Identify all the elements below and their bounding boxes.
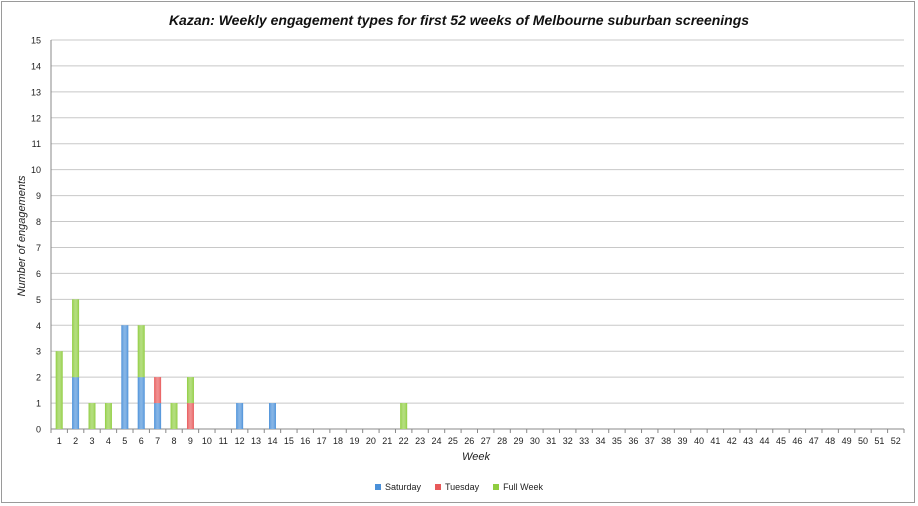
- x-tick-label-42: 42: [727, 436, 737, 446]
- bar-shade-full-week-week-9: [186, 377, 194, 404]
- x-tick-label-47: 47: [809, 436, 819, 446]
- x-tick-label-13: 13: [251, 436, 261, 446]
- x-tick-label-25: 25: [448, 436, 458, 446]
- x-tick-label-16: 16: [300, 436, 310, 446]
- x-tick-label-46: 46: [792, 436, 802, 446]
- x-tick-label-3: 3: [90, 436, 95, 446]
- bar-shade-saturday-week-14: [269, 403, 276, 429]
- y-tick-label-7: 7: [36, 243, 41, 253]
- x-tick-label-26: 26: [464, 436, 474, 446]
- x-tick-label-18: 18: [333, 436, 343, 446]
- y-tick-label-12: 12: [31, 113, 41, 123]
- x-tick-label-4: 4: [106, 436, 111, 446]
- y-tick-label-1: 1: [36, 399, 41, 409]
- x-tick-label-23: 23: [415, 436, 425, 446]
- x-tick-label-24: 24: [431, 436, 441, 446]
- x-tick-label-9: 9: [188, 436, 193, 446]
- chart-title: Kazan: Weekly engagement types for first…: [168, 12, 750, 28]
- x-tick-label-49: 49: [842, 436, 852, 446]
- x-tick-label-5: 5: [122, 436, 127, 446]
- bar-shade-full-week-week-4: [104, 403, 112, 429]
- x-tick-label-14: 14: [267, 436, 277, 446]
- x-tick-label-32: 32: [563, 436, 573, 446]
- x-tick-label-19: 19: [349, 436, 359, 446]
- x-tick-label-31: 31: [546, 436, 556, 446]
- x-tick-label-45: 45: [776, 436, 786, 446]
- x-tick-label-38: 38: [661, 436, 671, 446]
- x-tick-label-7: 7: [155, 436, 160, 446]
- y-tick-label-6: 6: [36, 269, 41, 279]
- x-tick-label-10: 10: [202, 436, 212, 446]
- x-tick-label-22: 22: [399, 436, 409, 446]
- y-tick-label-10: 10: [31, 165, 41, 175]
- bar-shade-full-week-week-1: [55, 351, 63, 429]
- bar-shade-full-week-week-22: [400, 403, 408, 429]
- x-tick-label-37: 37: [645, 436, 655, 446]
- x-tick-label-27: 27: [481, 436, 491, 446]
- x-tick-label-35: 35: [612, 436, 622, 446]
- bar-shade-tuesday-week-9: [186, 403, 194, 429]
- x-tick-label-28: 28: [497, 436, 507, 446]
- x-tick-label-39: 39: [678, 436, 688, 446]
- x-tick-label-48: 48: [825, 436, 835, 446]
- x-tick-label-51: 51: [874, 436, 884, 446]
- bar-shade-saturday-week-2: [72, 377, 80, 429]
- y-tick-label-9: 9: [36, 191, 41, 201]
- x-tick-label-1: 1: [57, 436, 62, 446]
- legend-item-tuesday: Tuesday: [434, 482, 480, 492]
- bar-shade-saturday-week-7: [154, 403, 162, 429]
- legend-label-saturday: Saturday: [384, 482, 421, 492]
- bar-shade-full-week-week-2: [72, 299, 80, 378]
- x-tick-label-29: 29: [514, 436, 524, 446]
- x-tick-label-15: 15: [284, 436, 294, 446]
- x-tick-label-44: 44: [760, 436, 770, 446]
- x-tick-label-30: 30: [530, 436, 540, 446]
- x-tick-label-34: 34: [596, 436, 606, 446]
- x-tick-label-11: 11: [219, 436, 228, 446]
- y-tick-label-14: 14: [31, 61, 41, 71]
- x-tick-label-20: 20: [366, 436, 376, 446]
- y-tick-label-2: 2: [36, 373, 41, 383]
- x-tick-label-17: 17: [317, 436, 327, 446]
- x-tick-label-33: 33: [579, 436, 589, 446]
- y-tick-label-15: 15: [31, 36, 41, 46]
- x-tick-label-50: 50: [858, 436, 868, 446]
- y-tick-label-8: 8: [36, 217, 41, 227]
- x-axis-label: Week: [462, 451, 490, 463]
- bar-shade-full-week-week-6: [137, 325, 145, 378]
- bar-shade-tuesday-week-7: [154, 377, 162, 404]
- legend-swatch-tuesday: [434, 484, 441, 490]
- legend-item-full-week: Full Week: [493, 482, 543, 492]
- y-tick-label-0: 0: [36, 425, 41, 435]
- x-tick-label-6: 6: [139, 436, 144, 446]
- x-tick-label-36: 36: [628, 436, 638, 446]
- y-tick-label-5: 5: [36, 295, 41, 305]
- x-tick-label-41: 41: [710, 436, 720, 446]
- x-tick-label-43: 43: [743, 436, 753, 446]
- x-tick-label-8: 8: [172, 436, 177, 446]
- bar-shade-saturday-week-12: [236, 403, 244, 429]
- bar-shade-saturday-week-5: [121, 325, 129, 429]
- legend-label-tuesday: Tuesday: [444, 482, 480, 492]
- x-tick-label-12: 12: [235, 436, 245, 446]
- legend-item-saturday: Saturday: [374, 482, 421, 492]
- x-tick-label-40: 40: [694, 436, 704, 446]
- bar-shade-saturday-week-6: [137, 377, 145, 429]
- y-tick-label-13: 13: [31, 87, 41, 97]
- legend-label-full-week: Full Week: [503, 482, 544, 492]
- y-tick-label-3: 3: [36, 347, 41, 357]
- legend-swatch-saturday: [374, 484, 381, 490]
- bar-shade-full-week-week-3: [88, 403, 96, 429]
- x-tick-label-52: 52: [891, 436, 901, 446]
- y-tick-label-4: 4: [36, 321, 41, 331]
- x-tick-label-21: 21: [382, 436, 392, 446]
- legend: Saturday Tuesday Full Week: [0, 482, 918, 492]
- bar-shade-full-week-week-8: [170, 403, 178, 429]
- x-tick-label-2: 2: [73, 436, 78, 446]
- legend-swatch-full-week: [493, 484, 500, 490]
- y-tick-label-11: 11: [32, 139, 41, 149]
